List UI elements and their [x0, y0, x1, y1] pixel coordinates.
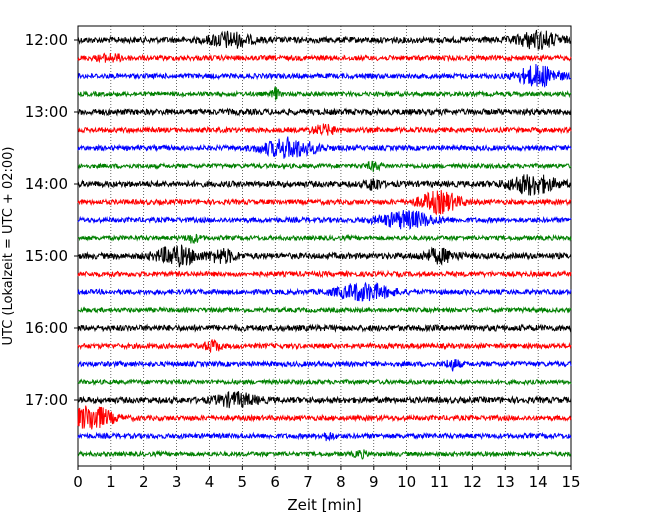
- x-tick-label: 11: [430, 473, 449, 491]
- y-tick-label: 16:00: [25, 319, 68, 337]
- trace-row-0: [77, 29, 572, 50]
- y-tick-label: 13:00: [25, 103, 68, 121]
- x-tick-label: 14: [529, 473, 548, 491]
- grid-lines: [110, 26, 539, 466]
- x-tick-label: 13: [496, 473, 515, 491]
- x-tick-label: 6: [270, 473, 280, 491]
- trace-row-14: [77, 281, 572, 302]
- trace-row-19: [77, 377, 572, 386]
- trace-row-13: [77, 269, 572, 279]
- trace-row-17: [77, 338, 572, 353]
- trace-row-5: [77, 123, 572, 137]
- trace-row-6: [77, 136, 572, 159]
- y-tick-label: 14:00: [25, 175, 68, 193]
- trace-row-16: [77, 323, 572, 333]
- x-tick-label: 7: [303, 473, 313, 491]
- x-tick-label: 5: [238, 473, 248, 491]
- trace-row-11: [77, 233, 572, 244]
- trace-row-4: [77, 107, 572, 117]
- x-tick-label: 15: [561, 473, 580, 491]
- trace-row-8: [77, 174, 572, 196]
- x-axis-label: Zeit [min]: [287, 496, 361, 514]
- trace-row-3: [77, 86, 572, 101]
- trace-row-2: [77, 64, 572, 88]
- y-tick-label: 17:00: [25, 391, 68, 409]
- x-tick-label: 12: [463, 473, 482, 491]
- x-tick-label: 1: [106, 473, 116, 491]
- trace-row-15: [77, 305, 572, 315]
- x-axis-ticks: 0 1 2 3 4 5 6 7 8 9 10 11 12 13 14 15: [73, 466, 581, 491]
- trace-row-18: [77, 359, 572, 372]
- seismic-traces: [77, 29, 572, 460]
- plot-frame: [77, 25, 572, 467]
- trace-row-12: [77, 244, 572, 268]
- trace-row-9: [77, 189, 572, 216]
- y-tick-label: 15:00: [25, 247, 68, 265]
- y-tick-label: 12:00: [25, 31, 68, 49]
- y-axis-label: UTC (Lokalzeit = UTC + 02:00): [1, 147, 16, 346]
- trace-row-21: [77, 405, 572, 430]
- trace-row-23: [77, 449, 572, 460]
- y-axis-ticks: 12:00 13:00 14:00 15:00 16:00 17:00: [25, 31, 78, 409]
- x-tick-label: 10: [397, 473, 416, 491]
- x-tick-label: 8: [336, 473, 346, 491]
- trace-row-20: [77, 390, 572, 409]
- trace-row-1: [77, 52, 572, 64]
- x-tick-label: 0: [73, 473, 83, 491]
- x-tick-label: 4: [205, 473, 215, 491]
- x-tick-label: 9: [369, 473, 379, 491]
- trace-row-10: [77, 210, 572, 231]
- x-tick-label: 3: [172, 473, 182, 491]
- x-tick-label: 2: [139, 473, 149, 491]
- trace-row-7: [77, 160, 572, 173]
- trace-row-22: [77, 431, 572, 442]
